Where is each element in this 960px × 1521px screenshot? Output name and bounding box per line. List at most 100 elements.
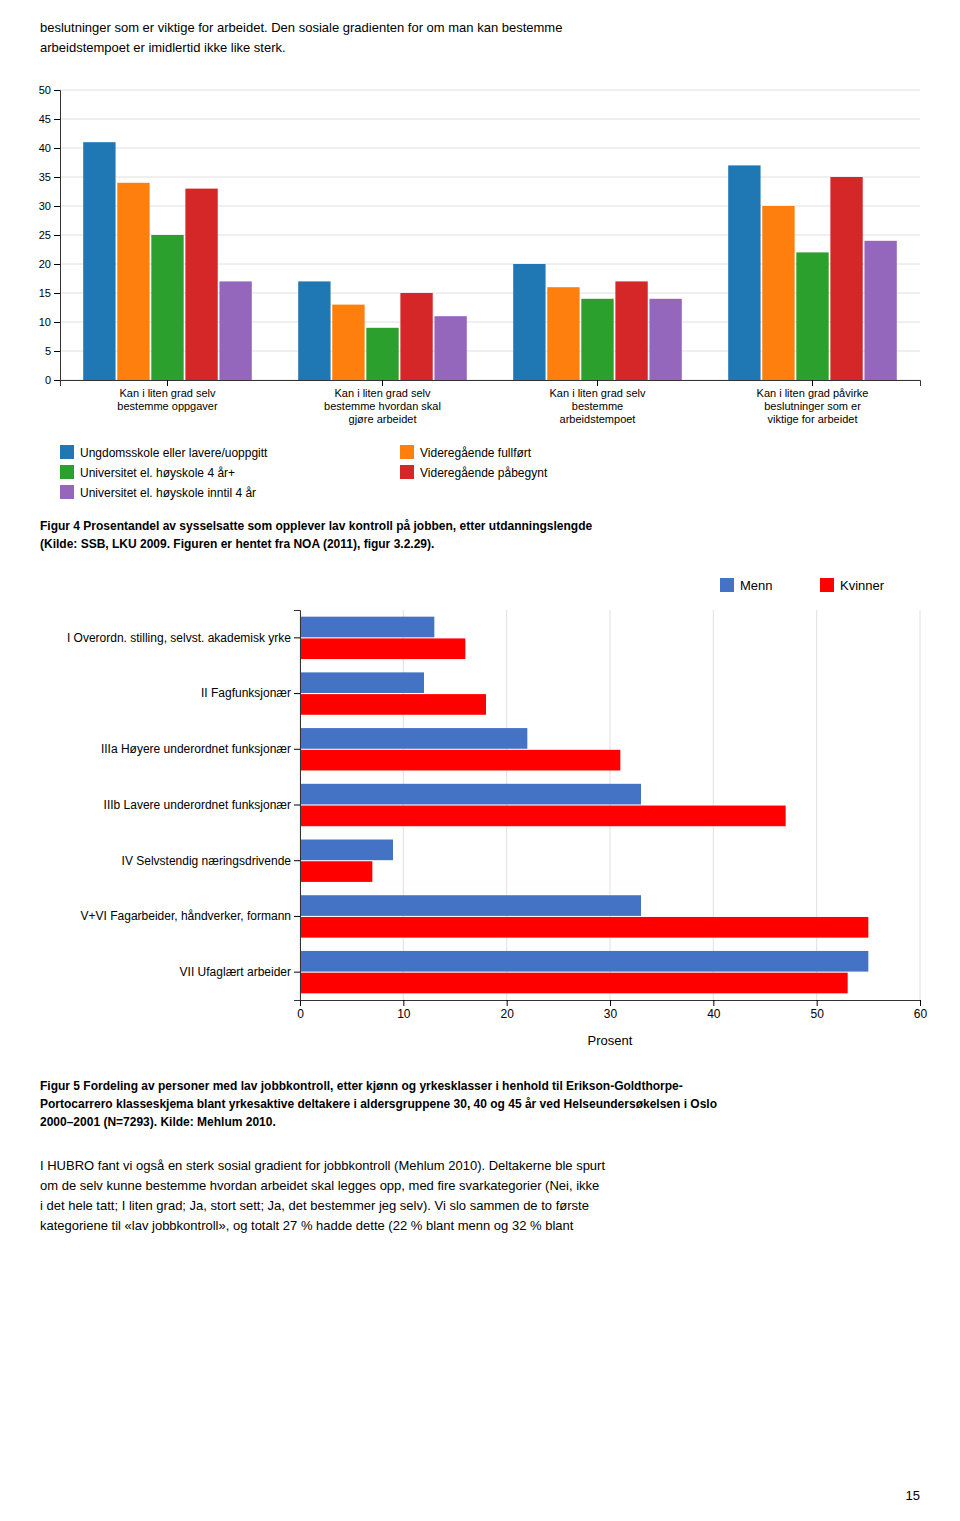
tick-mark: [817, 1000, 818, 1006]
tick-label: 0: [297, 1007, 304, 1021]
tick-label: 60: [914, 1007, 928, 1021]
tick-label-line: Kan i liten grad selv: [120, 387, 216, 399]
tick-mark: [294, 805, 300, 806]
body-text: arbeidstempoet er imidlertid ikke like s…: [40, 40, 286, 55]
bar: [547, 287, 579, 380]
series: [117, 183, 794, 380]
tick-label-line: Kan i liten grad påvirke: [757, 387, 869, 399]
value-axis: 0102030405060: [297, 1000, 927, 1021]
category-axis: Kan i liten grad selvbestemme oppgaverKa…: [61, 380, 921, 425]
tick-label: 0: [45, 374, 51, 386]
legend-swatch: [60, 445, 74, 459]
series: [83, 142, 760, 380]
tick: Kan i liten grad selvbestemme oppgaver: [117, 380, 218, 412]
tick-mark: [713, 1000, 714, 1006]
tick-mark: [812, 380, 813, 386]
tick: Kan i liten grad selvbestemmearbeidstemp…: [550, 380, 646, 425]
tick-label: 10: [397, 1007, 411, 1021]
axis-domain: [54, 91, 61, 381]
bar: [300, 806, 786, 827]
tick-label: IIIb Lavere underordnet funksjonær: [104, 798, 291, 812]
tick: 5: [45, 345, 60, 357]
tick-label: Kan i liten grad selvbestemmearbeidstemp…: [550, 387, 646, 425]
tick-label-line: beslutninger som er: [764, 400, 861, 412]
bar: [332, 305, 364, 380]
tick: 40: [39, 142, 60, 154]
legend-swatch: [400, 445, 414, 459]
legend-item: Universitet el. høyskole inntil 4 år: [60, 485, 256, 500]
legend-swatch: [400, 465, 414, 479]
tick-mark: [382, 380, 383, 386]
tick-label-line: bestemme: [572, 400, 623, 412]
legend-label: Videregående fullført: [420, 446, 532, 460]
tick: 30: [39, 200, 60, 212]
tick-label: 50: [39, 84, 51, 96]
legend: Menn Kvinner: [720, 578, 885, 593]
grid-line: [713, 610, 714, 1000]
legend-label: Kvinner: [840, 578, 885, 593]
grid-line: [610, 610, 611, 1000]
bar: [864, 241, 896, 380]
tick: Kan i liten grad selvbestemme hvordan sk…: [324, 380, 441, 425]
series: [300, 638, 868, 993]
grid-line: [60, 119, 920, 120]
tick-label: Kan i liten grad påvirkebeslutninger som…: [757, 387, 869, 425]
body-text: om de selv kunne bestemme hvordan arbeid…: [40, 1178, 599, 1193]
bar: [513, 264, 545, 380]
grid-line: [403, 610, 404, 1000]
bar: [796, 252, 828, 380]
tick-mark: [294, 749, 300, 750]
tick-mark: [403, 1000, 404, 1006]
legend: Ungdomsskole eller lavere/uoppgitt Videre…: [60, 445, 548, 500]
bar: [300, 840, 393, 861]
caption: Portocarrero klasseskjema blant yrkesakt…: [40, 1097, 717, 1111]
tick: IIIa Høyere underordnet funksjonær: [101, 742, 300, 756]
tick-label: 5: [45, 345, 51, 357]
tick-label: II Fagfunksjonær: [201, 686, 291, 700]
bar: [300, 672, 424, 693]
series: [300, 617, 868, 972]
legend-item: Ungdomsskole eller lavere/uoppgitt: [60, 445, 268, 460]
page: beslutninger som er viktige for arbeidet…: [0, 0, 960, 1521]
bar: [830, 177, 862, 380]
tick-mark: [294, 860, 300, 861]
legend-item: Menn: [720, 578, 773, 593]
grid-line: [60, 148, 920, 149]
tick-label: VII Ufaglært arbeider: [180, 965, 291, 979]
tick-mark: [294, 916, 300, 917]
body-text: I HUBRO fant vi også en sterk sosial gra…: [40, 1158, 605, 1173]
grid-line: [506, 610, 507, 1000]
bar: [300, 694, 486, 715]
bar: [300, 638, 465, 659]
tick-label: 30: [604, 1007, 618, 1021]
legend-swatch: [60, 485, 74, 499]
bar: [366, 328, 398, 380]
axis-domain: [61, 381, 921, 387]
tick-mark: [54, 351, 60, 352]
tick-mark: [507, 1000, 508, 1006]
grid-line: [60, 90, 920, 91]
tick-label: V+VI Fagarbeider, håndverker, formann: [81, 909, 291, 923]
tick: II Fagfunksjonær: [201, 686, 300, 700]
legend-swatch: [720, 578, 734, 592]
tick-mark: [294, 693, 300, 694]
tick-label: 20: [500, 1007, 514, 1021]
bar: [728, 165, 760, 380]
bar: [300, 895, 641, 916]
body-text: beslutninger som er viktige for arbeidet…: [40, 20, 562, 35]
tick-mark: [54, 119, 60, 120]
bars: [83, 142, 897, 380]
grid: [60, 90, 920, 380]
tick-label: Kan i liten grad selvbestemme hvordan sk…: [324, 387, 441, 425]
legend-label: Ungdomsskole eller lavere/uoppgitt: [80, 446, 268, 460]
tick-mark: [54, 293, 60, 294]
bars: [300, 617, 868, 994]
tick-label: 15: [39, 287, 51, 299]
legend-item: Videregående påbegynt: [400, 465, 548, 480]
tick: 50: [810, 1000, 824, 1021]
bar: [298, 281, 330, 380]
tick: 10: [39, 316, 60, 328]
page-number: 15: [906, 1488, 920, 1503]
tick: 0: [297, 1000, 304, 1021]
tick-label-line: viktige for arbeidet: [768, 413, 858, 425]
